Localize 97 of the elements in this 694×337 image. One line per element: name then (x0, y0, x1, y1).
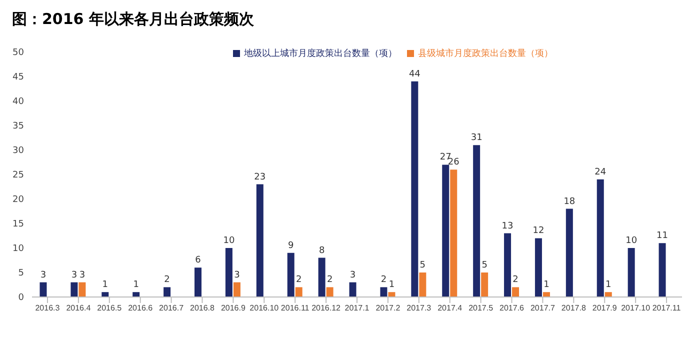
y-tick-label: 0 (18, 293, 24, 304)
x-tick-label: 2017.7 (530, 304, 556, 313)
bar (481, 272, 488, 297)
data-label: 18 (564, 196, 576, 207)
x-tick-label: 2016.4 (66, 304, 92, 313)
data-label: 1 (133, 280, 139, 290)
x-tick-label: 2016.3 (35, 304, 60, 313)
bar (658, 243, 666, 297)
x-tick-label: 2017.9 (592, 304, 618, 313)
y-tick-label: 30 (12, 146, 24, 156)
bar (419, 272, 426, 297)
x-tick-label: 2017.8 (561, 304, 586, 313)
x-tick-label: 2017.3 (406, 304, 432, 313)
data-label: 8 (318, 246, 325, 256)
x-tick-label: 2016.11 (280, 304, 310, 313)
data-label: 9 (288, 240, 294, 251)
data-label: 5 (482, 260, 488, 270)
bar (40, 282, 47, 297)
bar (102, 292, 109, 297)
data-label: 1 (544, 280, 550, 290)
data-label: 10 (626, 236, 638, 246)
data-label: 1 (102, 280, 108, 290)
data-label: 3 (71, 270, 78, 280)
data-label: 6 (195, 256, 202, 266)
bar (542, 292, 550, 297)
x-tick-label: 2016.9 (220, 304, 246, 313)
bar (295, 287, 302, 297)
data-label: 13 (502, 221, 514, 232)
bar (256, 184, 264, 297)
legend-label: 地级以上城市月度政策出台数量（项） (244, 49, 397, 59)
data-label: 2 (512, 275, 518, 286)
data-label: 3 (234, 270, 240, 280)
x-tick-label: 2017.6 (500, 304, 525, 313)
y-tick-label: 10 (12, 244, 24, 254)
y-tick-label: 50 (12, 48, 24, 58)
bar (164, 287, 171, 297)
bar (380, 287, 388, 297)
data-label: 3 (79, 270, 86, 280)
x-tick-label: 2016.6 (128, 304, 154, 313)
x-tick-label: 2016.10 (250, 304, 280, 313)
bar (326, 287, 334, 297)
x-tick-label: 2016.8 (190, 304, 216, 313)
x-tick-label: 2016.7 (159, 304, 184, 313)
bar (450, 170, 458, 297)
bar (70, 282, 78, 297)
data-label: 3 (40, 270, 46, 280)
data-label: 2 (326, 275, 333, 286)
bar (194, 268, 202, 297)
y-tick-label: 15 (12, 220, 24, 230)
bar (512, 287, 520, 297)
y-tick-label: 45 (12, 72, 24, 83)
bar (534, 238, 542, 297)
data-label: 2 (164, 275, 170, 286)
data-label: 31 (470, 133, 482, 144)
bar (411, 81, 418, 297)
bar (596, 179, 604, 297)
x-tick-label: 2017.1 (344, 304, 370, 313)
bar (504, 233, 512, 297)
data-label: 44 (408, 69, 421, 80)
bar (388, 292, 396, 297)
data-label: 5 (420, 260, 426, 270)
bar (78, 282, 86, 297)
bar (604, 292, 612, 297)
bar (225, 248, 232, 297)
data-label: 23 (254, 172, 266, 182)
x-tick-label: 2017.11 (652, 304, 682, 313)
bar (287, 252, 294, 297)
legend-label: 县级城市月度政策出台数量（项） (418, 49, 553, 59)
x-tick-label: 2017.5 (468, 304, 494, 313)
x-tick-label: 2017.4 (438, 304, 463, 313)
bar (473, 145, 480, 297)
data-label: 2 (296, 275, 302, 286)
bar (442, 164, 450, 297)
data-label: 11 (656, 231, 668, 242)
x-tick-label: 2016.5 (97, 304, 122, 313)
y-tick-label: 40 (12, 97, 24, 108)
data-label: 3 (350, 270, 356, 280)
y-tick-label: 20 (12, 195, 24, 206)
y-tick-label: 25 (12, 170, 24, 181)
y-tick-label: 35 (12, 122, 24, 132)
bar (132, 292, 140, 297)
x-tick-label: 2017.10 (621, 304, 651, 313)
x-tick-label: 2016.12 (312, 304, 342, 313)
x-tick-label: 2017.2 (376, 304, 401, 313)
data-label: 12 (532, 226, 544, 236)
data-label: 10 (223, 236, 235, 246)
data-label: 1 (606, 280, 612, 290)
bar (628, 248, 635, 297)
data-label: 2 (380, 275, 387, 286)
bar (233, 282, 240, 297)
bar (349, 282, 356, 297)
bar (318, 258, 326, 297)
data-label: 24 (594, 167, 606, 178)
bar (566, 208, 573, 297)
y-tick-label: 5 (18, 268, 24, 279)
data-label: 1 (388, 280, 395, 290)
chart-title: 图：2016 年以来各月出台政策频次 (11, 9, 255, 29)
